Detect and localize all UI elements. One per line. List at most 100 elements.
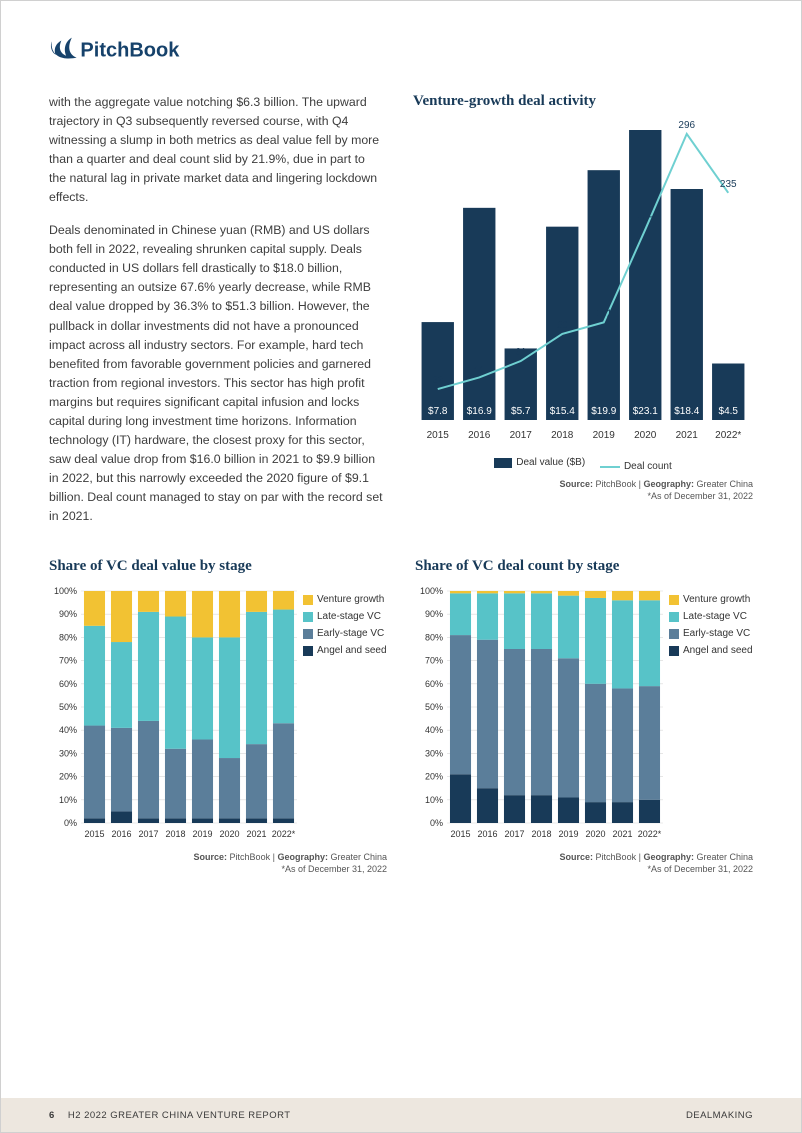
svg-text:$23.1: $23.1: [633, 406, 658, 417]
pitchbook-logo-svg: PitchBook: [49, 31, 249, 69]
vlegend-late-2: Late-stage VC: [669, 608, 753, 625]
svg-text:100%: 100%: [420, 586, 443, 596]
vlegend-growth: Venture growth: [303, 591, 387, 608]
svg-text:50%: 50%: [425, 702, 443, 712]
vlegend-angel: Angel and seed: [303, 642, 387, 659]
svg-text:70%: 70%: [59, 656, 77, 666]
page-footer: 6 H2 2022 GREATER CHINA VENTURE REPORT D…: [1, 1098, 801, 1132]
svg-text:PitchBook: PitchBook: [80, 40, 180, 62]
paragraph-2: Deals denominated in Chinese yuan (RMB) …: [49, 221, 385, 526]
svg-text:296: 296: [678, 120, 695, 131]
svg-text:40%: 40%: [59, 725, 77, 735]
footer-section: DEALMAKING: [686, 1110, 753, 1121]
svg-text:2019: 2019: [192, 829, 212, 839]
share-count-block: Share of VC deal count by stage 0%10%20%…: [415, 558, 753, 875]
svg-text:$18.4: $18.4: [674, 406, 699, 417]
svg-text:2016: 2016: [111, 829, 131, 839]
svg-text:2020: 2020: [219, 829, 239, 839]
svg-text:$16.9: $16.9: [467, 406, 492, 417]
svg-text:61: 61: [515, 347, 527, 358]
footer-title: H2 2022 GREATER CHINA VENTURE REPORT: [68, 1110, 291, 1121]
svg-text:2015: 2015: [450, 829, 470, 839]
svg-text:2017: 2017: [504, 829, 524, 839]
venture-chart-svg: $7.8$16.9$5.7$15.4$19.9$23.1$18.4$4.5324…: [413, 120, 753, 450]
share-count-row: 0%10%20%30%40%50%60%70%80%90%100%2015201…: [415, 585, 753, 845]
share-count-title: Share of VC deal count by stage: [415, 558, 753, 575]
svg-text:197: 197: [637, 216, 654, 227]
share-value-legend: Venture growth Late-stage VC Early-stage…: [303, 591, 387, 845]
legend-line-count: [600, 466, 620, 468]
svg-text:20%: 20%: [59, 772, 77, 782]
body-text: with the aggregate value notching $6.3 b…: [49, 93, 385, 540]
svg-text:100%: 100%: [54, 586, 77, 596]
svg-text:$4.5: $4.5: [719, 406, 739, 417]
share-count-legend: Venture growth Late-stage VC Early-stage…: [669, 591, 753, 845]
paragraph-1: with the aggregate value notching $6.3 b…: [49, 93, 385, 207]
vlegend-growth-2: Venture growth: [669, 591, 753, 608]
svg-text:2022*: 2022*: [638, 829, 662, 839]
svg-text:30%: 30%: [425, 748, 443, 758]
legend-label-value: Deal value ($B): [516, 457, 585, 468]
svg-text:101: 101: [595, 308, 612, 319]
venture-chart: $7.8$16.9$5.7$15.4$19.9$23.1$18.4$4.5324…: [413, 120, 753, 455]
svg-text:235: 235: [720, 179, 737, 190]
vlegend-early: Early-stage VC: [303, 625, 387, 642]
page: PitchBook with the aggregate value notch…: [0, 0, 802, 1133]
legend-deal-count: Deal count: [600, 461, 672, 472]
svg-text:80%: 80%: [425, 632, 443, 642]
svg-text:90%: 90%: [425, 609, 443, 619]
logo: PitchBook: [49, 31, 753, 69]
svg-text:$5.7: $5.7: [511, 406, 531, 417]
svg-text:2016: 2016: [477, 829, 497, 839]
svg-text:10%: 10%: [425, 795, 443, 805]
svg-text:$7.8: $7.8: [428, 406, 448, 417]
svg-text:2020: 2020: [634, 430, 657, 441]
svg-text:50%: 50%: [59, 702, 77, 712]
share-value-row: 0%10%20%30%40%50%60%70%80%90%100%2015201…: [49, 585, 387, 845]
svg-text:10%: 10%: [59, 795, 77, 805]
svg-text:2022*: 2022*: [715, 430, 741, 441]
svg-text:2020: 2020: [585, 829, 605, 839]
legend-label-count: Deal count: [624, 461, 672, 472]
vlegend-early-2: Early-stage VC: [669, 625, 753, 642]
svg-text:2022*: 2022*: [272, 829, 296, 839]
svg-text:70%: 70%: [425, 656, 443, 666]
svg-text:80%: 80%: [59, 632, 77, 642]
svg-text:60%: 60%: [425, 679, 443, 689]
legend-deal-value: Deal value ($B): [494, 457, 585, 468]
svg-text:2021: 2021: [676, 430, 699, 441]
share-count-svg: 0%10%20%30%40%50%60%70%80%90%100%2015201…: [415, 585, 665, 845]
svg-text:90%: 90%: [59, 609, 77, 619]
svg-text:32: 32: [432, 375, 444, 386]
vlegend-late: Late-stage VC: [303, 608, 387, 625]
svg-text:2018: 2018: [551, 430, 574, 441]
svg-text:60%: 60%: [59, 679, 77, 689]
page-number: 6: [49, 1110, 55, 1121]
lower-grid: Share of VC deal value by stage 0% 10% 20%…: [49, 558, 753, 875]
svg-text:2015: 2015: [84, 829, 104, 839]
share-value-block: Share of VC deal value by stage 0% 10% 20%…: [49, 558, 387, 875]
venture-chart-title: Venture-growth deal activity: [413, 93, 753, 110]
svg-text:0%: 0%: [64, 818, 77, 828]
legend-swatch-value: [494, 458, 512, 468]
vlegend-angel-2: Angel and seed: [669, 642, 753, 659]
svg-text:2015: 2015: [427, 430, 450, 441]
svg-text:2016: 2016: [468, 430, 491, 441]
svg-text:0%: 0%: [430, 818, 443, 828]
svg-text:2018: 2018: [531, 829, 551, 839]
svg-text:2017: 2017: [138, 829, 158, 839]
upper-grid: with the aggregate value notching $6.3 b…: [49, 93, 753, 540]
svg-text:2021: 2021: [612, 829, 632, 839]
svg-text:2019: 2019: [593, 430, 616, 441]
svg-text:2017: 2017: [510, 430, 533, 441]
share-value-title: Share of VC deal value by stage: [49, 558, 387, 575]
svg-text:2021: 2021: [246, 829, 266, 839]
venture-legend: Deal value ($B) Deal count: [413, 457, 753, 472]
venture-chart-block: Venture-growth deal activity $7.8 $16.9 $5…: [413, 93, 753, 540]
svg-text:$19.9: $19.9: [591, 406, 616, 417]
share-value-source: Source: PitchBook | Geography: Greater C…: [49, 851, 387, 875]
share-value-svg: 0%10%20%30%40%50%60%70%80%90%100%2015201…: [49, 585, 299, 845]
svg-text:2019: 2019: [558, 829, 578, 839]
venture-source: Source: PitchBook | Geography: Greater C…: [413, 478, 753, 502]
svg-text:$15.4: $15.4: [550, 406, 575, 417]
